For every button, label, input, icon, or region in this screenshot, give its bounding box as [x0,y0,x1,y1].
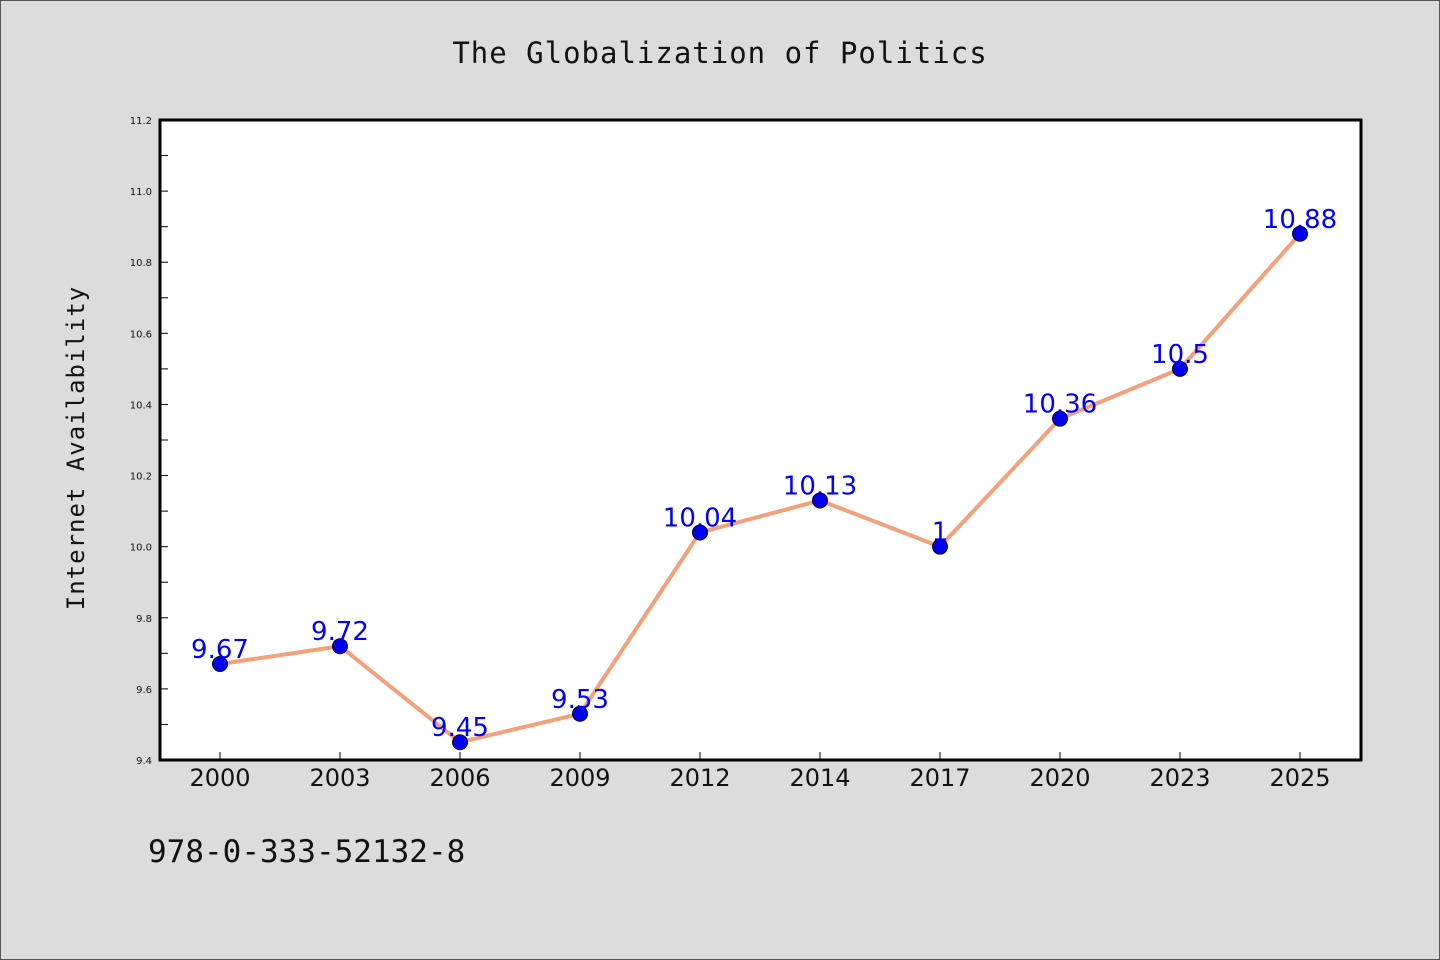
y-axis-label: Internet Availability [62,286,90,610]
y-tick-label: 9.4 [136,756,152,767]
x-tick-label: 2020 [1029,764,1090,792]
data-point-marker [1052,410,1068,427]
series-line [219,232,1302,745]
x-tick-label: 2025 [1269,764,1330,792]
y-tick-label: 10.0 [130,543,152,554]
data-point-marker [452,734,468,751]
x-axis-ticks: 2000 2003 2006 2009 2012 2014 2017 2020 2023 2025 [189,752,1331,792]
data-point-marker [572,705,588,722]
data-label: 10.36 [1023,390,1097,420]
y-axis-ticks: 9.4 9.6 9.8 10.0 10.2 10.4 10.6 10.8 11.0 11.2 [130,116,168,767]
x-tick-label: 2006 [429,764,490,792]
isbn-label: 978-0-333-52132-8 [148,834,466,870]
data-point-marker [932,538,948,555]
data-label: 10.13 [783,471,857,501]
data-point-marker [692,524,708,541]
y-tick-label: 11.2 [130,116,152,127]
x-tick-label: 2000 [189,764,250,792]
y-tick-label: 9.8 [136,614,152,625]
data-point-marker [1172,360,1188,377]
x-tick-label: 2012 [669,764,730,792]
y-tick-label: 9.6 [136,685,152,696]
x-tick-label: 2009 [549,764,610,792]
data-label: 1 [932,518,949,548]
data-label: 10.88 [1263,205,1337,235]
chart-title: The Globalization of Politics [452,36,987,70]
data-point-marker [332,638,348,655]
x-tick-label: 2023 [1149,764,1210,792]
x-tick-label: 2003 [309,764,370,792]
data-point-marker [1292,225,1308,242]
y-tick-label: 10.8 [130,258,152,269]
data-point-marker [812,492,828,509]
y-tick-label: 11.0 [130,187,152,198]
plot-area [158,118,1363,762]
y-tick-label: 10.4 [130,400,152,411]
data-point-marker [212,656,228,672]
series-line-group: 9.67 9.72 9.45 9.53 10.04 10.13 1 10.36 10.5 10.8… [191,205,1337,751]
data-label: 9.45 [431,713,489,743]
data-label: 9.72 [311,617,369,647]
x-tick-label: 2014 [789,764,850,792]
data-label: 10.04 [663,503,737,533]
data-label: 9.53 [551,685,609,715]
data-label: 10.5 [1151,340,1209,370]
y-tick-label: 10.6 [130,329,152,340]
x-tick-label: 2017 [909,764,970,792]
y-tick-label: 10.2 [130,472,152,483]
data-label: 9.67 [191,635,249,665]
